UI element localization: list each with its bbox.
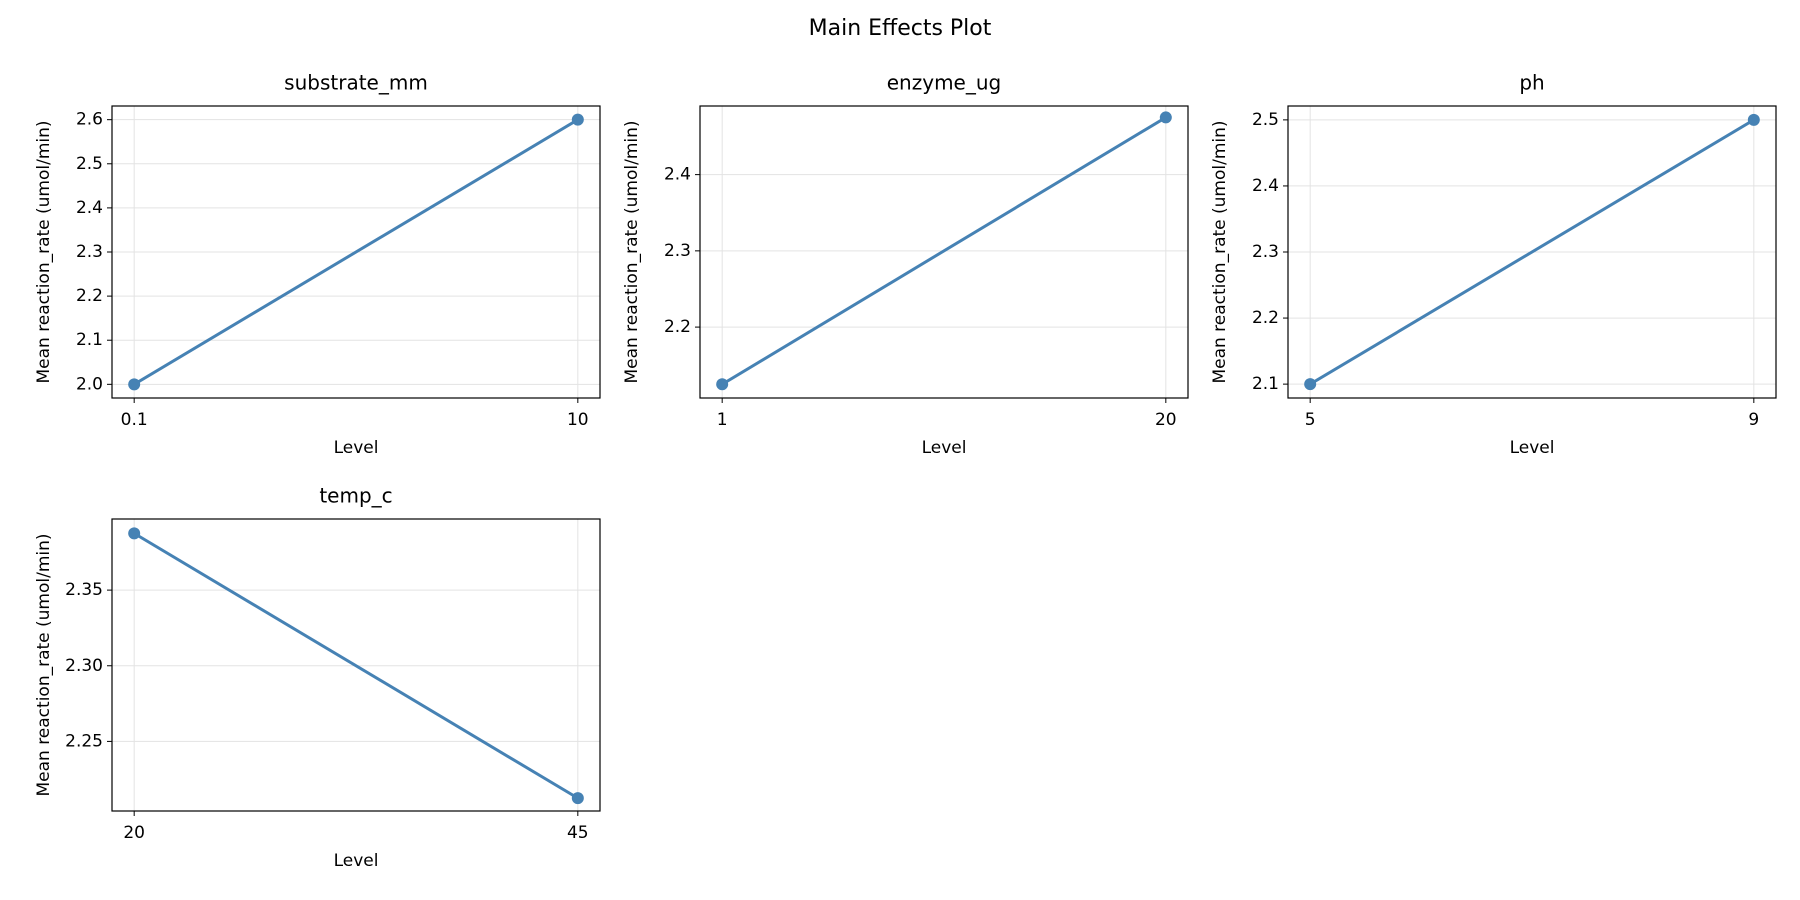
- y-tick-label: 2.2: [76, 286, 103, 306]
- subplot-title: ph: [1519, 71, 1544, 95]
- y-tick-label: 2.2: [664, 317, 691, 337]
- y-tick-label: 2.1: [76, 330, 103, 350]
- x-tick-label: 20: [123, 823, 145, 843]
- y-tick-label: 2.4: [76, 198, 103, 218]
- y-tick-label: 2.35: [65, 580, 103, 600]
- effect-line: [133, 532, 579, 800]
- y-tick-label: 2.2: [1252, 308, 1279, 328]
- y-axis-label: Mean reaction_rate (umol/min): [622, 120, 642, 383]
- effect-point: [716, 378, 729, 391]
- y-tick-label: 2.1: [1252, 374, 1279, 394]
- axes-frame: [1287, 105, 1777, 399]
- x-axis-label: Level: [922, 438, 967, 458]
- effect-point: [128, 527, 141, 540]
- subplot-title: temp_c: [319, 484, 392, 508]
- effect-point: [128, 378, 141, 391]
- x-tick-label: 1: [717, 410, 728, 430]
- y-tick-label: 2.5: [1252, 110, 1279, 130]
- effect-line: [133, 118, 579, 386]
- effect-point: [1159, 111, 1172, 124]
- effect-point: [571, 792, 584, 805]
- y-axis-label: Mean reaction_rate (umol/min): [34, 533, 54, 796]
- y-tick-label: 2.3: [664, 241, 691, 261]
- effect-point: [571, 113, 584, 126]
- y-axis-label: Mean reaction_rate (umol/min): [34, 120, 54, 383]
- axes-frame: [111, 518, 601, 812]
- y-axis-label: Mean reaction_rate (umol/min): [1210, 120, 1230, 383]
- subplot: 2.0 2.1 2.2 2.3 2.4 2.5 2.6 0.1 10 substrate_mm Le…: [34, 71, 601, 458]
- x-tick-label: 45: [567, 823, 589, 843]
- y-tick-label: 2.30: [65, 656, 103, 676]
- y-tick-label: 2.0: [76, 374, 103, 394]
- x-tick-label: 9: [1748, 410, 1759, 430]
- y-tick-label: 2.3: [1252, 242, 1279, 262]
- y-tick-label: 2.5: [76, 154, 103, 174]
- subplot: 2.2 2.3 2.4 1 20 enzyme_ug Level Mean reaction_…: [622, 71, 1189, 458]
- subplot-title: enzyme_ug: [887, 71, 1001, 95]
- x-axis-label: Level: [1510, 438, 1555, 458]
- x-tick-label: 0.1: [121, 410, 148, 430]
- subplot-title: substrate_mm: [284, 71, 428, 95]
- x-axis-label: Level: [334, 438, 379, 458]
- effect-point: [1304, 378, 1317, 391]
- x-axis-label: Level: [334, 851, 379, 871]
- x-tick-label: 10: [567, 410, 589, 430]
- effect-line: [1309, 118, 1755, 386]
- figure-title: Main Effects Plot: [809, 16, 992, 41]
- y-tick-label: 2.6: [76, 110, 103, 130]
- y-tick-label: 2.25: [65, 731, 103, 751]
- y-tick-label: 2.4: [1252, 176, 1279, 196]
- x-tick-label: 20: [1155, 410, 1177, 430]
- axes-frame: [699, 105, 1189, 399]
- axes-frame: [111, 105, 601, 399]
- subplot: 2.25 2.30 2.35 20 45 temp_c Level Mean reaction…: [34, 484, 601, 871]
- effect-point: [1747, 113, 1760, 126]
- y-tick-label: 2.3: [76, 242, 103, 262]
- y-tick-label: 2.4: [664, 165, 691, 185]
- x-tick-label: 5: [1305, 410, 1316, 430]
- subplot: 2.1 2.2 2.3 2.4 2.5 5 9 ph Level Mean reaction_ra…: [1210, 71, 1777, 458]
- effect-line: [721, 116, 1167, 386]
